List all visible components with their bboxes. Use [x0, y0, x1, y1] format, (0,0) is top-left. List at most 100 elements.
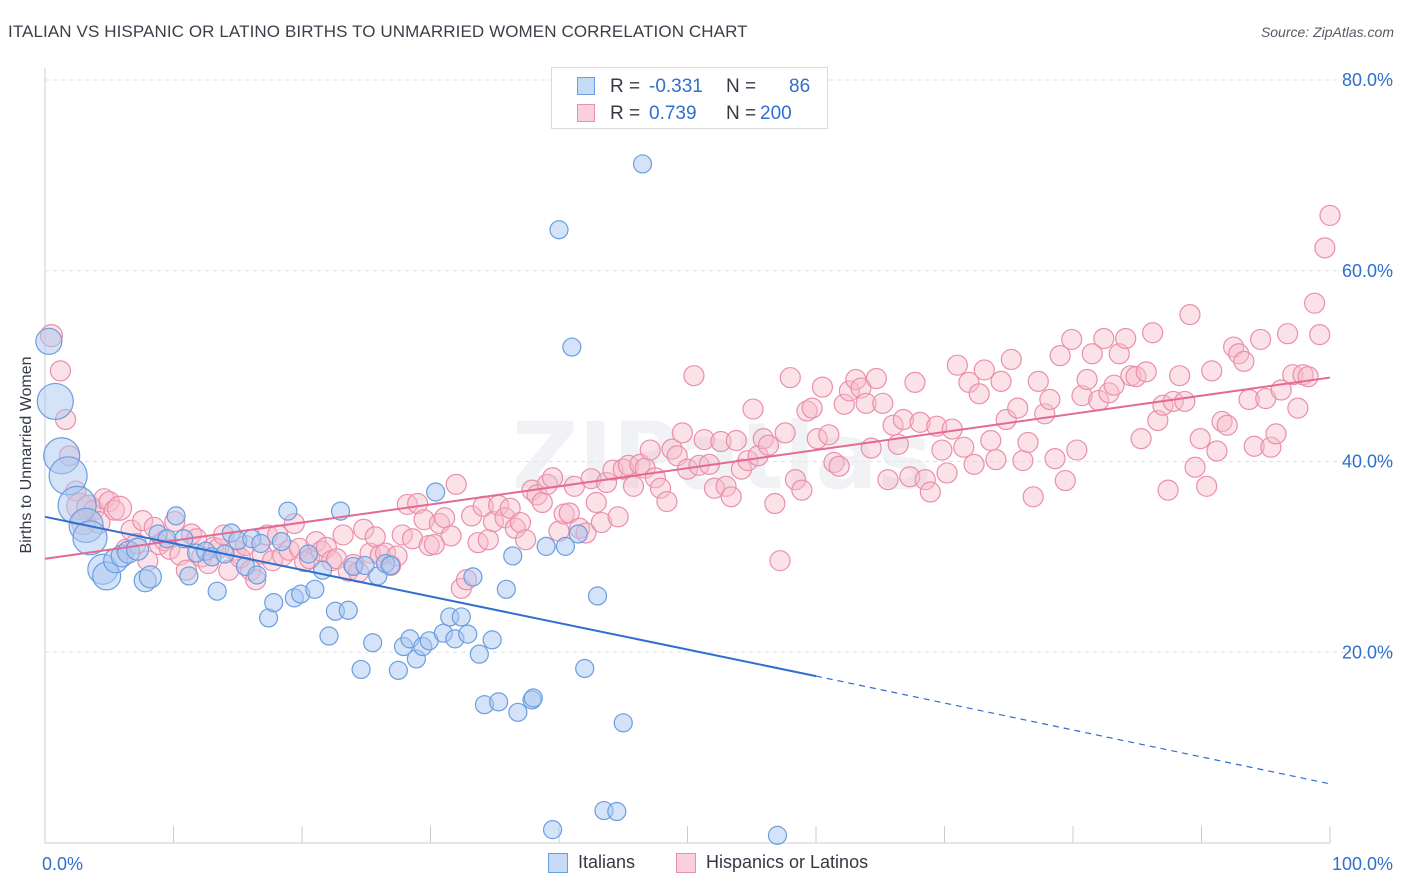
- hispanics-point: [1169, 365, 1191, 387]
- hispanics-point: [1287, 397, 1309, 419]
- italians-point: [278, 501, 298, 521]
- hispanics-point: [914, 469, 936, 491]
- legend-n-label-hispanics: N =: [726, 103, 757, 124]
- italians-point: [426, 482, 446, 502]
- y-tick-label: 40.0%: [1342, 452, 1393, 472]
- hispanics-point: [909, 411, 931, 433]
- hispanics-point: [482, 510, 505, 533]
- hispanics-point: [434, 507, 456, 529]
- italians-point: [568, 524, 588, 544]
- italians-trend-extension: [815, 675, 1331, 785]
- legend-r-value-hispanics: 0.739: [649, 103, 697, 124]
- hispanics-point: [1184, 456, 1206, 478]
- hispanics-point: [617, 454, 639, 476]
- hispanics-point: [585, 491, 607, 514]
- italians-point: [542, 820, 563, 840]
- hispanics-point: [1309, 324, 1331, 346]
- hispanics-point: [607, 506, 629, 528]
- y-axis-label: Births to Unmarried Women: [18, 356, 35, 554]
- legend-r-label-italians: R =: [610, 76, 641, 97]
- italians-point: [72, 520, 108, 556]
- hispanics-point: [1196, 475, 1218, 497]
- y-tick-label: 60.0%: [1342, 261, 1393, 281]
- italians-point: [157, 529, 177, 549]
- hispanics-point: [801, 397, 823, 419]
- hispanics-point: [1243, 435, 1265, 457]
- italians-point: [469, 644, 489, 664]
- italians-point: [351, 659, 371, 680]
- hispanics-point: [1189, 428, 1211, 450]
- hispanics-point: [1103, 374, 1125, 396]
- hispanics-point: [683, 365, 705, 387]
- italians-point: [251, 533, 271, 554]
- hispanics-point: [899, 466, 921, 488]
- hispanics-point: [963, 453, 985, 475]
- italians-point: [305, 579, 325, 599]
- hispanics-point: [1250, 328, 1272, 351]
- hispanics-point: [904, 371, 926, 393]
- italians-point: [496, 579, 516, 599]
- hispanics-point: [725, 429, 747, 452]
- hispanics-point: [499, 497, 521, 519]
- hispanics-point: [769, 550, 791, 572]
- hispanics-point: [590, 511, 613, 534]
- hispanics-point: [936, 462, 958, 484]
- hispanics-point: [1061, 328, 1083, 351]
- hispanics-point: [1027, 370, 1049, 392]
- italians-point: [298, 544, 319, 564]
- italians-point: [503, 546, 523, 566]
- hispanics-trend-line: [44, 376, 1331, 560]
- hispanics-point: [541, 467, 564, 489]
- hispanics-point: [423, 533, 445, 556]
- hispanics-point: [730, 458, 753, 480]
- hispanics-point: [806, 428, 828, 450]
- hispanics-point: [1115, 327, 1137, 350]
- hispanics-point: [715, 475, 737, 497]
- italians-point: [207, 581, 227, 601]
- italians-point: [632, 154, 653, 174]
- italians-point: [166, 506, 186, 526]
- hispanics-point: [477, 529, 499, 551]
- hispanics-point: [757, 434, 780, 456]
- source-label: Source: ZipAtlas.com: [1260, 24, 1394, 40]
- hispanics-point: [1081, 343, 1103, 365]
- hispanics-point: [671, 422, 693, 444]
- legend-n-label-italians: N =: [726, 76, 757, 97]
- italians-point: [562, 337, 582, 357]
- hispanics-point: [1039, 388, 1061, 411]
- legend-swatch-hispanics: [577, 104, 595, 122]
- legend-item-italians: Italians: [548, 852, 635, 873]
- hispanics-point: [1012, 449, 1034, 472]
- hispanics-point: [132, 510, 154, 532]
- hispanics-point: [791, 479, 813, 501]
- hispanics-point: [1201, 360, 1223, 382]
- hispanics-point: [1216, 414, 1238, 436]
- y-tick-label: 80.0%: [1342, 70, 1393, 90]
- hispanics-point: [1093, 327, 1115, 350]
- x-tick-label: 0.0%: [42, 854, 83, 874]
- hispanics-point: [1054, 469, 1076, 492]
- hispanics-point: [818, 424, 840, 446]
- x-tick-label: 100.0%: [1332, 854, 1393, 874]
- hispanics-point: [833, 393, 855, 415]
- hispanics-point: [531, 491, 553, 514]
- italians-point: [587, 586, 608, 606]
- italians-point: [247, 565, 267, 585]
- hispanics-point: [865, 367, 887, 390]
- italians-point: [363, 633, 383, 653]
- italians-point: [536, 536, 556, 556]
- italians-point: [508, 702, 528, 722]
- hispanics-point: [1044, 448, 1066, 470]
- italians-point: [607, 801, 627, 822]
- hispanics-point: [440, 525, 462, 547]
- hispanics-point: [926, 415, 948, 437]
- hispanics-point: [514, 529, 537, 551]
- italians-point: [489, 692, 509, 712]
- italians-point: [451, 607, 471, 627]
- hispanics-point: [720, 486, 742, 508]
- italians-point: [388, 660, 408, 680]
- hispanics-point: [1314, 237, 1336, 259]
- tick-labels: 20.0% 40.0% 60.0% 80.0% 0.0% 100.0%: [42, 70, 1393, 874]
- hispanics-point: [1017, 431, 1039, 454]
- italians-point: [138, 565, 162, 589]
